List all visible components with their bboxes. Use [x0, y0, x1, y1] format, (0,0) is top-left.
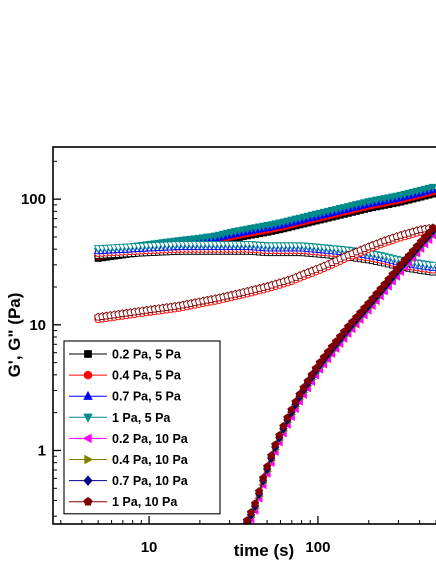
data-point-8-12: [287, 405, 296, 414]
legend-label-5: 0.2 Pa, 10 Pa: [112, 432, 189, 446]
legend-entry-3: 0.7 Pa, 5 Pa: [69, 390, 182, 404]
legend-entry-6: 0.4 Pa, 10 Pa: [69, 453, 189, 467]
data-point-5-1: [248, 523, 251, 524]
legend-entry-2: 0.4 Pa, 5 Pa: [69, 369, 182, 383]
y-tick-label-1: 1: [38, 442, 46, 459]
series-line-5: [248, 234, 434, 524]
legend-entry-7: 0.7 Pa, 10 Pa: [69, 474, 189, 488]
x-tick-label-1: 10: [141, 539, 158, 556]
curve-3: [94, 223, 436, 324]
legend-marker-4: [83, 413, 93, 423]
x-tick-label-2: 100: [305, 539, 330, 556]
legend-label-1: 0.2 Pa, 5 Pa: [112, 348, 182, 362]
data-point-8-15: [299, 383, 308, 392]
legend-marker-6: [84, 454, 94, 465]
data-point-8-17: [307, 370, 316, 379]
data-point-8-16: [303, 376, 312, 385]
legend-marker-7: [83, 475, 93, 486]
data-point-8-3: [250, 499, 260, 508]
data-point-8-4: [254, 487, 264, 495]
series-line-6: [247, 232, 434, 524]
data-point-8-47: [428, 224, 436, 232]
legend-entry-1: 0.2 Pa, 5 Pa: [69, 348, 182, 362]
legend: 0.2 Pa, 5 Pa 0.4 Pa, 5 Pa 0.7 Pa, 5 Pa 1 Pa…: [63, 340, 221, 515]
data-point-8-13: [291, 397, 300, 406]
legend-label-4: 1 Pa, 5 Pa: [112, 411, 171, 425]
legend-marker-3: [83, 390, 93, 400]
data-point-8-14: [295, 390, 304, 399]
data-point-8-5: [259, 473, 268, 482]
legend-box: [63, 340, 221, 515]
data-point-8-11: [283, 413, 292, 422]
legend-label-3: 0.7 Pa, 5 Pa: [112, 390, 182, 404]
y-axis-title: G', G" (Pa): [5, 293, 24, 378]
legend-label-2: 0.4 Pa, 5 Pa: [112, 369, 182, 383]
legend-entry-4: 1 Pa, 5 Pa: [69, 411, 171, 425]
plot-frame: [52, 146, 436, 525]
legend-entry-8: 1 Pa, 10 Pa: [69, 495, 178, 509]
data-point-8-6: [263, 462, 272, 471]
legend-entry-5: 0.2 Pa, 10 Pa: [69, 432, 189, 446]
data-point-4-84: [428, 261, 436, 271]
legend-label-8: 1 Pa, 10 Pa: [112, 495, 178, 509]
y-tick-label-2: 10: [29, 317, 46, 334]
legend-marker-5: [82, 433, 92, 444]
x-axis-title: time (s): [234, 541, 294, 560]
data-point-8-8: [271, 440, 280, 449]
legend-label-6: 0.4 Pa, 10 Pa: [112, 453, 189, 467]
legend-marker-8: [83, 496, 93, 506]
series-line-7: [246, 230, 434, 524]
plot-area: [93, 183, 436, 524]
data-point-8-2: [246, 508, 256, 517]
data-point-8-9: [275, 431, 284, 439]
data-point-8-7: [267, 451, 276, 460]
axes: 10 100 1 10 100: [21, 146, 436, 556]
y-tick-label-3: 100: [21, 191, 46, 208]
data-point-8-18: [311, 364, 320, 373]
legend-marker-1: [84, 350, 92, 358]
data-point-8-10: [279, 422, 288, 430]
data-point-4-84: [428, 183, 436, 193]
legend-label-7: 0.7 Pa, 10 Pa: [112, 474, 189, 488]
legend-marker-2: [83, 370, 93, 380]
curve-4: [242, 224, 436, 524]
series-line-8: [246, 228, 434, 521]
